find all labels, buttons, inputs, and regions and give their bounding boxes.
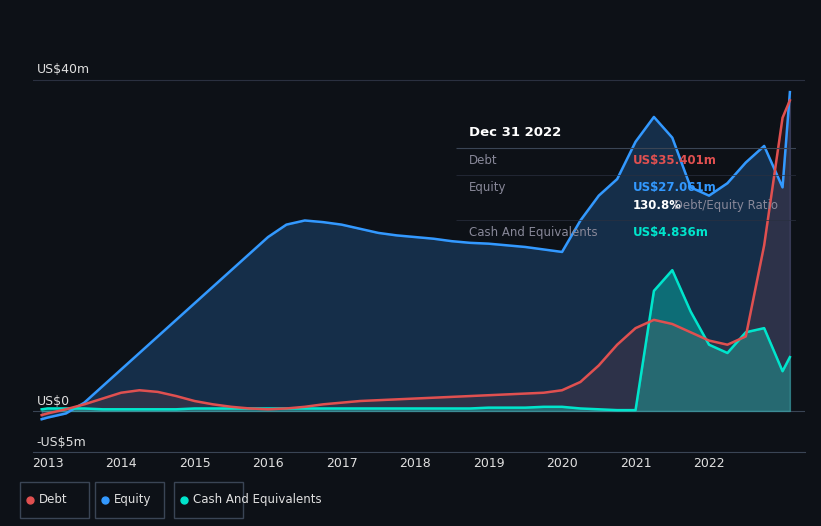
Text: Equity: Equity — [114, 493, 152, 506]
Text: Debt/Equity Ratio: Debt/Equity Ratio — [670, 198, 778, 211]
Text: Debt: Debt — [470, 154, 498, 167]
FancyBboxPatch shape — [95, 482, 164, 518]
Text: US$27.061m: US$27.061m — [633, 181, 717, 194]
Text: US$40m: US$40m — [36, 63, 89, 76]
Text: Cash And Equivalents: Cash And Equivalents — [470, 226, 598, 239]
FancyBboxPatch shape — [174, 482, 243, 518]
Text: Cash And Equivalents: Cash And Equivalents — [193, 493, 322, 506]
Text: US$4.836m: US$4.836m — [633, 226, 709, 239]
Text: US$0: US$0 — [36, 394, 70, 408]
Text: US$35.401m: US$35.401m — [633, 154, 717, 167]
Text: 130.8%: 130.8% — [633, 198, 681, 211]
FancyBboxPatch shape — [21, 482, 89, 518]
Text: Debt: Debt — [39, 493, 68, 506]
Text: Equity: Equity — [470, 181, 507, 194]
Text: -US$5m: -US$5m — [36, 436, 86, 449]
Text: Dec 31 2022: Dec 31 2022 — [470, 126, 562, 139]
